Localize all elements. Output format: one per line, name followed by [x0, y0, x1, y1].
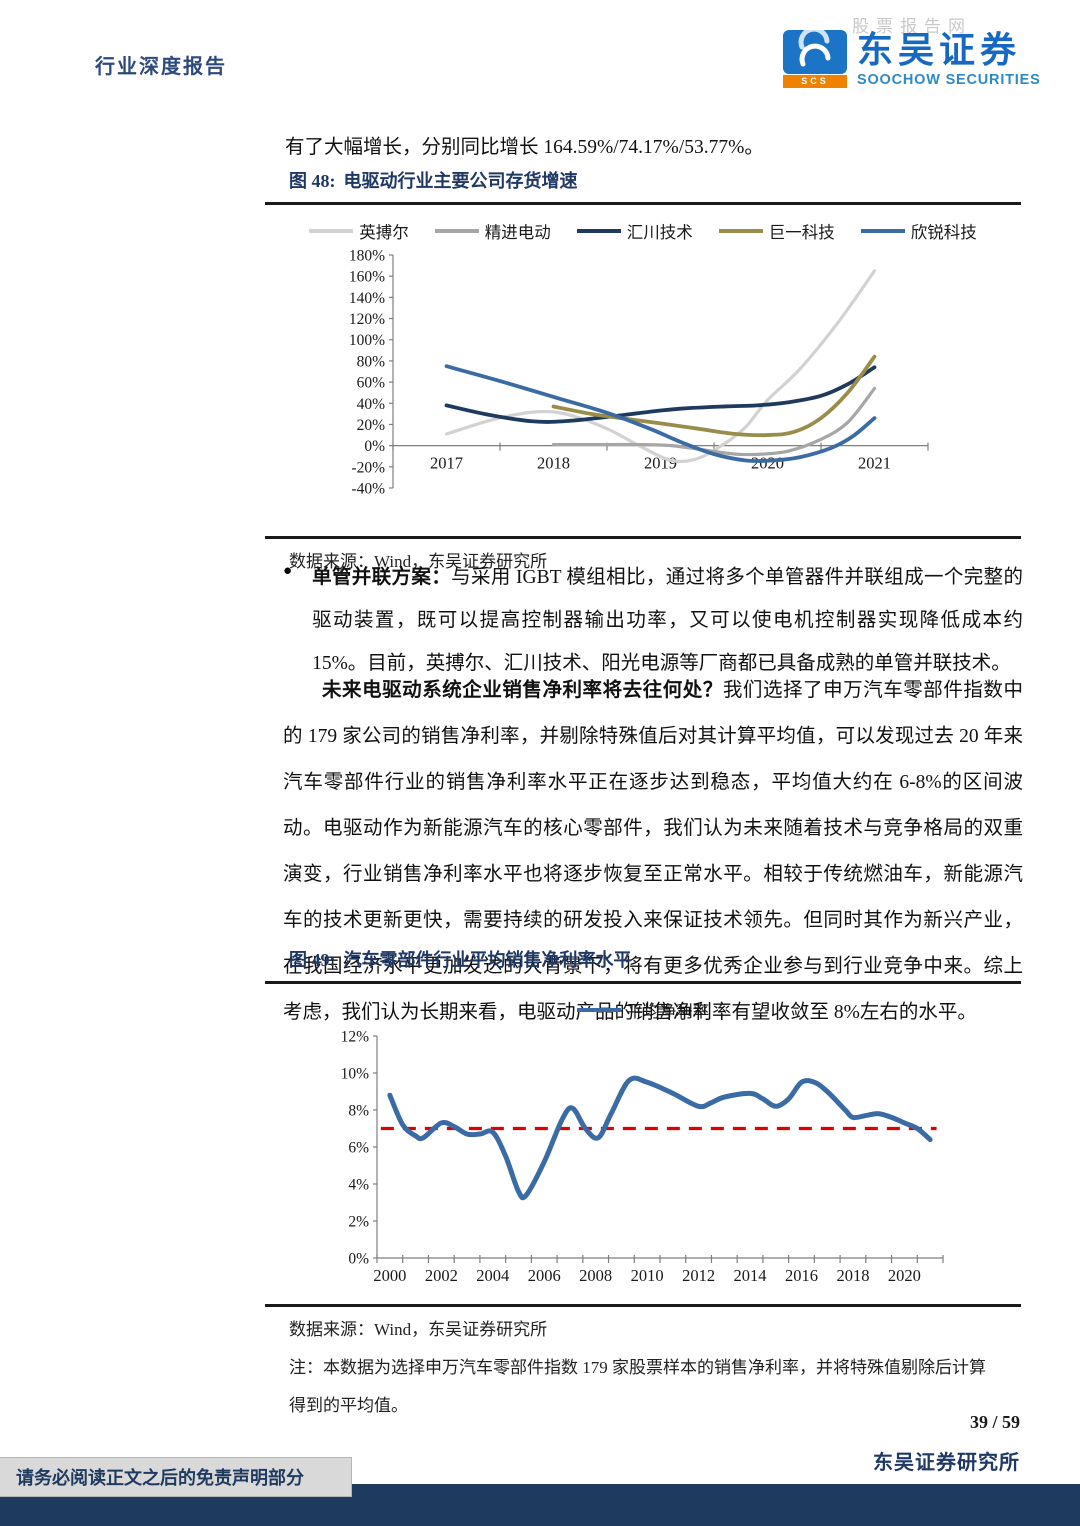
svg-text:60%: 60% [357, 375, 386, 392]
chart-49-net-margin: 平均净利率 12% 10% 8% 6% 4% 2% 0% 2000 2002 2004 2006 20… [265, 984, 1021, 1294]
bullet-icon: ● [283, 563, 293, 579]
paragraph-body: 我们选择了申万汽车零部件指数中的 179 家公司的销售净利率，并剔除特殊值后对其… [283, 680, 1023, 1023]
svg-text:2016: 2016 [785, 1266, 818, 1285]
legend-line-marker [576, 229, 621, 233]
svg-text:80%: 80% [357, 353, 386, 370]
legend-label: 巨一科技 [768, 223, 835, 242]
figure-49-label: 图 49: [289, 950, 336, 970]
svg-text:2%: 2% [348, 1214, 369, 1231]
svg-text:160%: 160% [349, 269, 385, 286]
svg-text:-40%: -40% [351, 481, 385, 498]
svg-text:0%: 0% [348, 1251, 369, 1268]
svg-text:2018: 2018 [836, 1266, 869, 1285]
svg-text:100%: 100% [349, 332, 385, 349]
page-number: 39 / 59 [969, 1412, 1020, 1432]
svg-text:-20%: -20% [351, 459, 385, 476]
legend-label: 欣锐科技 [910, 223, 977, 242]
chart-49-legend: 平均净利率 [576, 998, 710, 1022]
chart48-svg: 180% 160% 140% 120% 100% 80% 60% 40% 20% 0% -20% -4… [349, 248, 929, 498]
figure-49-source: 数据来源：Wind，东吴证券研究所 [289, 1320, 548, 1339]
legend-line-marker [576, 1007, 621, 1013]
logo-text-block: 东吴证券 SOOCHOW SECURITIES [857, 30, 1041, 88]
bullet-body: 与采用 IGBT 模组相比，通过将多个单管器件并联组成一个完整的驱动装置，既可以… [312, 567, 1023, 674]
figure-48-title: 电驱动行业主要公司存货增速 [343, 171, 578, 191]
svg-text:40%: 40% [357, 396, 386, 413]
svg-text:2008: 2008 [579, 1266, 612, 1285]
svg-text:2021: 2021 [858, 454, 891, 473]
legend-label: 平均净利率 [626, 1002, 710, 1021]
report-type-label: 行业深度报告 [95, 56, 227, 78]
figure-49-title: 汽车零部件行业平均销售净利率水平 [343, 950, 632, 970]
logo-english-name: SOOCHOW SECURITIES [857, 72, 1041, 88]
svg-text:2014: 2014 [734, 1266, 767, 1285]
legend-label: 精进电动 [484, 223, 551, 242]
svg-text:180%: 180% [349, 248, 385, 265]
svg-text:2017: 2017 [430, 454, 463, 473]
svg-text:2002: 2002 [425, 1266, 458, 1285]
svg-text:0%: 0% [364, 438, 385, 455]
bullet-lead: 单管并联方案： [312, 567, 452, 588]
figure-49: 图 49: 汽车零部件行业平均销售净利率水平 平均净利率 12% 10% 8% 6% 4%… [265, 942, 1021, 1425]
legend-line-marker [860, 229, 905, 233]
watermark-text: 股票报告网 [852, 17, 972, 36]
figure-48-source: 数据来源：Wind，东吴证券研究所 [289, 552, 548, 571]
legend-item: 英搏尔 [309, 219, 409, 243]
svg-text:12%: 12% [341, 1029, 370, 1046]
svg-text:8%: 8% [348, 1103, 369, 1120]
brand-logo: SCS 东吴证券 SOOCHOW SECURITIES [783, 30, 1041, 88]
logo-chinese-name: 东吴证券 [857, 30, 1022, 70]
figure-48-title-row: 图 48: 电驱动行业主要公司存货增速 [265, 163, 1021, 205]
svg-text:2012: 2012 [682, 1266, 715, 1285]
svg-text:20%: 20% [357, 417, 386, 434]
chart49-svg: 12% 10% 8% 6% 4% 2% 0%2000 2002 2004 2006 2008 2010… [341, 1029, 944, 1285]
paragraph-lead: 未来电驱动系统企业销售净利率将去往何处？ [322, 680, 723, 701]
svg-text:2000: 2000 [373, 1266, 406, 1285]
logo-swirl-icon [783, 30, 847, 74]
legend-line-marker [434, 229, 479, 233]
svg-text:2020: 2020 [751, 454, 784, 473]
svg-text:2004: 2004 [476, 1266, 509, 1285]
legend-line-marker [718, 229, 763, 233]
legend-item: 欣锐科技 [860, 219, 977, 243]
legend-item: 精进电动 [434, 219, 551, 243]
legend-item: 平均净利率 [576, 998, 710, 1022]
bullet-text: 单管并联方案：与采用 IGBT 模组相比，通过将多个单管器件并联组成一个完整的驱… [312, 556, 1023, 685]
legend-item: 巨一科技 [718, 219, 835, 243]
svg-text:4%: 4% [348, 1177, 369, 1194]
legend-item: 汇川技术 [576, 219, 693, 243]
svg-text:2006: 2006 [528, 1266, 561, 1285]
svg-text:2018: 2018 [537, 454, 570, 473]
legend-line-marker [309, 229, 354, 233]
analysis-paragraph: 未来电驱动系统企业销售净利率将去往何处？我们选择了申万汽车零部件指数中的 179… [283, 668, 1023, 1036]
svg-text:10%: 10% [341, 1066, 370, 1083]
intro-paragraph: 有了大幅增长，分别同比增长 164.59%/74.17%/53.77%。 [285, 137, 764, 158]
institute-name: 东吴证券研究所 [873, 1452, 1020, 1474]
figure-49-note: 注：本数据为选择申万汽车零部件指数 179 家股票样本的销售净利率，并将特殊值剔… [289, 1358, 986, 1415]
chart-48-inventory-growth: 英搏尔 精进电动 汇川技术 巨一科技 欣锐科技 180% 160% 140% 120% 100%… [265, 205, 1021, 526]
soochow-logo-icon: SCS [783, 30, 847, 88]
svg-text:2010: 2010 [631, 1266, 664, 1285]
legend-label: 汇川技术 [626, 223, 693, 242]
svg-text:120%: 120% [349, 311, 385, 328]
logo-scs-text: SCS [783, 75, 847, 88]
figure-49-title-row: 图 49: 汽车零部件行业平均销售净利率水平 [265, 942, 1021, 984]
chart-48-legend: 英搏尔 精进电动 汇川技术 巨一科技 欣锐科技 [309, 219, 977, 243]
figure-49-source-block: 数据来源：Wind，东吴证券研究所 注：本数据为选择申万汽车零部件指数 179 … [265, 1304, 1021, 1425]
svg-text:140%: 140% [349, 290, 385, 307]
figure-48-source-block: 数据来源：Wind，东吴证券研究所 [265, 536, 1021, 572]
bullet-single-tube: ● 单管并联方案：与采用 IGBT 模组相比，通过将多个单管器件并联组成一个完整… [283, 556, 1023, 685]
legend-label: 英搏尔 [359, 223, 409, 242]
figure-48-label: 图 48: [289, 171, 336, 191]
svg-text:6%: 6% [348, 1140, 369, 1157]
figure-48: 图 48: 电驱动行业主要公司存货增速 英搏尔 精进电动 汇川技术 巨一科技 欣锐科技 1… [265, 163, 1021, 572]
disclaimer-box: 请务必阅读正文之后的免责声明部分 [0, 1457, 352, 1497]
svg-text:2020: 2020 [888, 1266, 921, 1285]
